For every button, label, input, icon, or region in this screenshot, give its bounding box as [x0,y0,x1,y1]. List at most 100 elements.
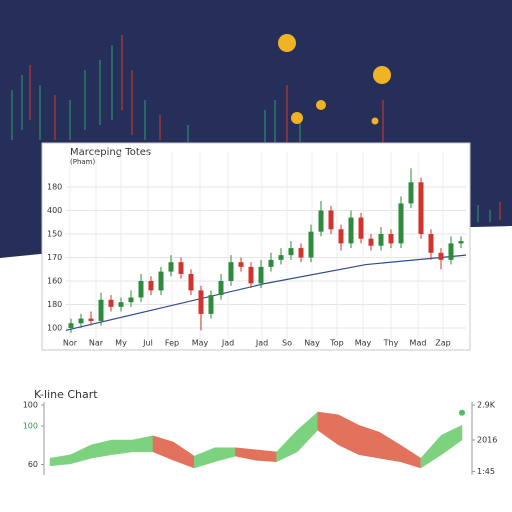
band-segment [441,424,463,456]
band-segment [379,431,401,462]
candle-body [358,217,364,239]
x-tick-label: Nar [89,339,104,348]
candle-body [248,266,254,284]
band-segment [173,441,195,469]
x-tick-label: Top [329,339,344,348]
band-segment [399,444,422,469]
candle-body [88,318,94,321]
candle-body [68,323,74,328]
candle-body [448,243,454,260]
band-segment [214,447,236,463]
x-tick-label: Thy [383,339,399,348]
band-segment [235,447,257,461]
y-tick-label: 150 [47,230,62,239]
y2-tick-label: 2016 [477,436,497,445]
trend-line [65,254,467,331]
candle-body [268,259,274,267]
coin [278,34,296,52]
x-tick-label: Jad [255,339,268,348]
x-tick-label: Zap [435,339,450,348]
candle-body [418,182,424,234]
candle-body [378,234,384,246]
x-tick-label: Mad [410,339,427,348]
chart-title: Marceping Totes [70,147,151,158]
candle-body [128,297,134,303]
band-segment [296,411,319,453]
candle-body [118,302,124,307]
x-tick-label: May [355,339,372,348]
candle-body [238,262,244,267]
coin [291,112,303,124]
candle-body [388,234,394,244]
candle-body [278,255,284,260]
y-tick-label: 100 [23,422,38,431]
chart-title: K-line Chart [34,388,98,401]
candle-body [308,231,314,258]
y-tick-label: 100 [47,324,62,333]
y-tick-label: 60 [28,460,38,469]
chart-card [41,142,471,351]
candle-body [298,248,304,258]
candle-body [348,217,354,244]
candle-body [288,248,294,256]
band-segment [49,454,71,467]
candle-body [208,295,214,314]
y-tick-label: 180 [47,300,62,309]
candle-body [148,281,154,291]
candle-body [398,203,404,244]
coin [316,100,326,110]
y-tick-label: 400 [47,206,62,215]
x-tick-label: So [282,339,292,348]
band-segment [276,429,298,463]
candle-body [428,234,434,253]
candle-body [98,299,104,321]
coins [278,34,391,125]
band-segment [152,435,174,461]
candle-body [328,210,334,230]
candle-body [188,273,194,291]
candle-body [438,252,444,260]
x-tick-label: Nor [63,339,78,348]
candle-body [318,210,324,232]
y-tick-label: 180 [47,183,62,192]
y2-tick-label: 2.9K [477,401,496,410]
candle-body [218,281,224,296]
candle-body [408,182,414,204]
band-segment [317,411,339,446]
background-candles [11,35,501,222]
candle-body [458,241,464,244]
candle-body [198,290,204,314]
candle-body [338,229,344,244]
band-segment [255,449,277,462]
candle-body [158,271,164,291]
band-segment [420,434,442,469]
marker-point [459,409,465,416]
x-tick-label: Fep [165,339,179,348]
candle-body [258,266,264,284]
chart-subtitle: (Pham) [70,158,95,166]
band-segment [90,439,113,459]
y-tick-label: 160 [47,277,62,286]
band-segment [70,444,92,465]
band-segment [338,414,360,456]
band-segment [111,439,133,455]
band-segment [193,447,216,469]
coin [371,117,379,125]
y-tick-label: 170 [47,253,62,262]
x-tick-label: Nay [304,339,320,348]
candle-body [228,262,234,281]
x-tick-label: My [115,339,127,348]
candle-body [168,262,174,272]
band-segment [358,424,380,459]
y2-tick-label: 1:45 [477,467,495,476]
candle-body [78,318,84,324]
coin [373,66,391,84]
x-tick-label: Jul [142,339,153,348]
candle-body [368,238,374,246]
candle-body [178,262,184,274]
candle-body [138,281,144,298]
x-tick-label: May [192,339,209,348]
x-tick-label: Jad [221,339,234,348]
